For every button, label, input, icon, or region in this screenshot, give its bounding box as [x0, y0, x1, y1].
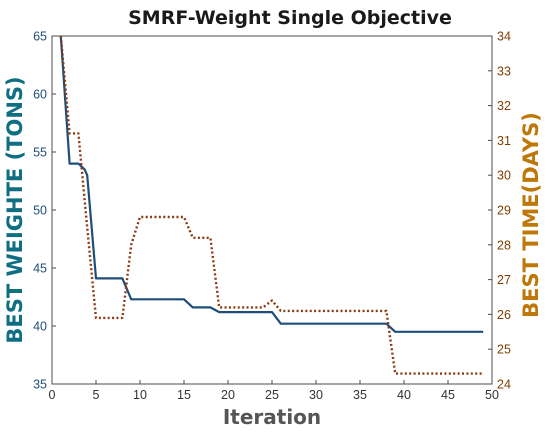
left-tick-label: 60 — [33, 88, 47, 102]
right-tick-label: 32 — [497, 99, 511, 113]
left-tick-label: 55 — [33, 146, 47, 160]
x-tick-label: 25 — [265, 388, 279, 402]
right-axis-ticks: 24 25 26 27 28 29 30 31 32 33 34 — [488, 30, 511, 392]
left-tick-label: 65 — [33, 30, 47, 44]
x-tick-label: 15 — [177, 388, 191, 402]
left-tick-label: 40 — [33, 320, 47, 334]
x-tick-label: 35 — [353, 388, 367, 402]
x-tick-label: 50 — [485, 388, 499, 402]
right-axis-label: BEST TIME(DAYS) — [519, 112, 543, 318]
right-tick-label: 25 — [497, 343, 511, 357]
right-tick-label: 30 — [497, 169, 511, 183]
x-tick-label: 10 — [133, 388, 147, 402]
chart-title: SMRF-Weight Single Objective — [128, 7, 452, 29]
x-tick-label: 45 — [441, 388, 455, 402]
x-tick-label: 5 — [93, 388, 100, 402]
left-tick-label: 45 — [33, 262, 47, 276]
time-series-line — [59, 35, 484, 375]
left-axis-ticks: 35 40 45 50 55 60 65 — [33, 30, 56, 392]
left-tick-label: 50 — [33, 204, 47, 218]
x-tick-label: 20 — [221, 388, 235, 402]
right-tick-label: 26 — [497, 308, 511, 322]
x-tick-label: 0 — [49, 388, 56, 402]
plot-area — [51, 35, 493, 385]
right-tick-label: 27 — [497, 273, 511, 287]
series-group — [59, 35, 484, 375]
x-axis-ticks: 0 5 10 15 20 25 30 35 40 45 50 — [49, 380, 499, 402]
x-tick-label: 30 — [309, 388, 323, 402]
x-axis-label: Iteration — [223, 405, 321, 429]
right-tick-label: 31 — [497, 134, 511, 148]
right-tick-label: 24 — [497, 378, 511, 392]
right-tick-label: 28 — [497, 238, 511, 252]
right-tick-label: 33 — [497, 64, 511, 78]
right-tick-label: 34 — [497, 30, 511, 44]
left-tick-label: 35 — [33, 378, 47, 392]
left-axis-label: BEST WEIGHTE (TONS) — [3, 76, 27, 343]
right-tick-label: 29 — [497, 204, 511, 218]
x-tick-label: 40 — [397, 388, 411, 402]
